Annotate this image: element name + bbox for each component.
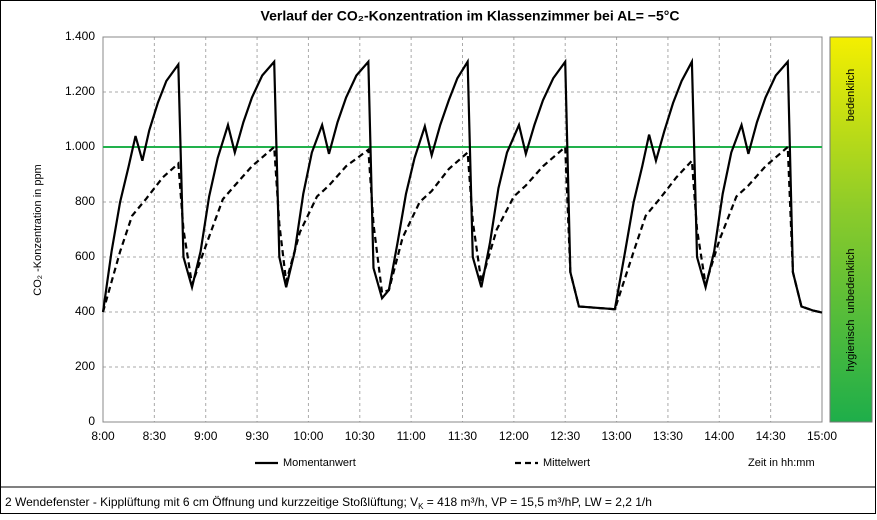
y-axis-label: CO₂ -Konzentration in ppm	[32, 164, 44, 295]
y-tick-label: 400	[75, 304, 95, 318]
zone-bar	[829, 36, 873, 423]
x-tick-label: 13:00	[602, 429, 632, 443]
x-tick-label: 10:30	[345, 429, 375, 443]
footnote-text: = 418 m³/h, VP = 15,5 m³/hP, LW = 2,2 1/…	[423, 495, 651, 509]
x-tick-label: 12:30	[550, 429, 580, 443]
x-tick-label: 8:30	[143, 429, 167, 443]
footnote: 2 Wendefenster - Kipplüftung mit 6 cm Öf…	[5, 495, 652, 511]
x-tick-label: 9:30	[245, 429, 269, 443]
x-tick-label: 14:30	[756, 429, 786, 443]
zone-lower: hygienisch unbedenklich	[845, 249, 857, 372]
x-tick-label: 9:00	[194, 429, 218, 443]
x-tick-label: 13:30	[653, 429, 683, 443]
footnote-text: 2 Wendefenster - Kipplüftung mit 6 cm Öf…	[5, 495, 418, 509]
x-tick-label: 11:00	[397, 429, 426, 443]
x-tick-label: 10:00	[293, 429, 323, 443]
y-tick-label: 1.000	[65, 139, 95, 153]
x-tick-label: 12:00	[499, 429, 529, 443]
zone-upper: bedenklich	[845, 69, 857, 122]
x-tick-label: 8:00	[91, 429, 115, 443]
y-tick-label: 800	[75, 194, 95, 208]
series-line	[101, 144, 823, 314]
x-tick-label: 14:00	[704, 429, 734, 443]
legend-label: Momentanwert	[283, 457, 356, 469]
x-axis-label: Zeit in hh:mm	[748, 457, 815, 469]
x-tick-label: 15:00	[807, 429, 837, 443]
y-tick-label: 0	[88, 414, 95, 428]
legend-label: Mittelwert	[543, 457, 590, 469]
x-tick-label: 11:30	[448, 429, 477, 443]
y-tick-label: 1.200	[65, 84, 95, 98]
y-tick-label: 1.400	[65, 29, 95, 43]
y-tick-label: 600	[75, 249, 95, 263]
series-line	[101, 57, 823, 314]
footnote-sub: K	[418, 502, 424, 511]
y-tick-label: 200	[75, 359, 95, 373]
chart-title: Verlauf der CO₂-Konzentration im Klassen…	[261, 8, 680, 24]
plot-border	[102, 36, 823, 423]
